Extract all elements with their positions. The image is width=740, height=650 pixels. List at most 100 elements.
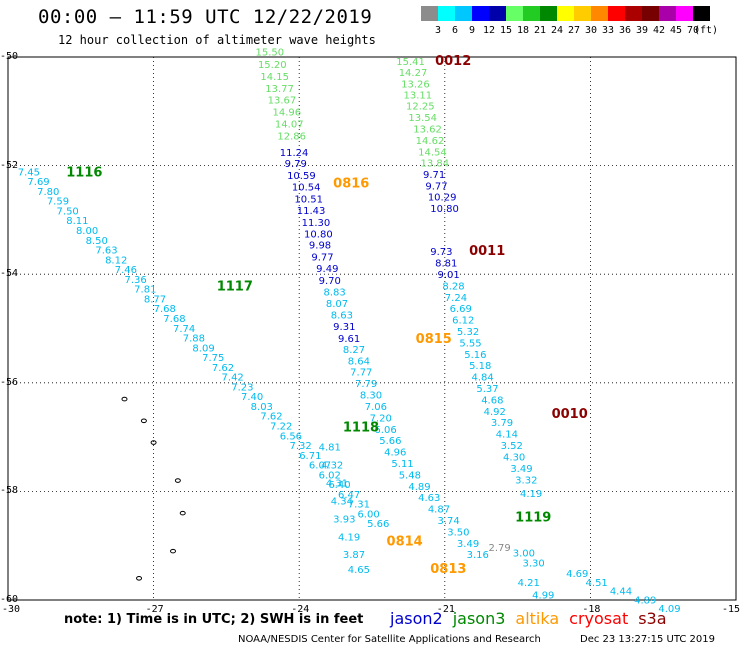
swh-value: 4.51 <box>586 578 608 589</box>
satellite-passes: 15.4114.2713.2613.1112.2513.5413.6214.62… <box>18 47 681 615</box>
swh-value: 13.54 <box>408 113 437 124</box>
pass-0816: 15.50 15.2014.1513.7713.6714.9614.0712.86… <box>256 47 370 345</box>
swh-value: 7.59 <box>47 197 69 208</box>
credit-line: NOAA/NESDIS Center for Satellite Applica… <box>238 634 541 645</box>
lon-tick-label: -18 <box>582 604 601 615</box>
graticule <box>8 57 736 600</box>
swh-value: 7.68 <box>163 314 185 325</box>
swh-value: 3.87 <box>343 550 365 561</box>
swh-value: 10.80 <box>430 204 459 215</box>
swh-value: 7.46 <box>115 265 137 276</box>
swh-value: 3.74 <box>438 516 460 527</box>
swh-value: 15.50 <box>256 47 285 58</box>
swh-value: 4.92 <box>484 407 506 418</box>
swh-value: 4.84 <box>471 373 493 384</box>
swh-value: 13.77 <box>265 84 294 95</box>
swh-value: 5.48 <box>399 470 421 481</box>
swh-value: 8.83 <box>323 287 345 298</box>
colorbar-cell <box>557 6 574 21</box>
swh-value: 3.16 <box>467 550 489 561</box>
swh-value: 4.65 <box>348 565 370 576</box>
swh-value: 4.32 <box>321 461 343 472</box>
swh-value: 9.01 <box>438 270 460 281</box>
colorbar-label: 18 <box>516 25 530 36</box>
colorbar-cell <box>506 6 523 21</box>
swh-value: 9.70 <box>319 276 341 287</box>
swh-value: 14.96 <box>273 108 302 119</box>
swh-value: 12.86 <box>277 132 306 143</box>
swh-value: 9.71 <box>423 170 445 181</box>
colorbar-label: 21 <box>533 25 547 36</box>
swh-value: 6.69 <box>450 304 472 315</box>
swh-value: 5.55 <box>459 338 481 349</box>
swh-value: 10.29 <box>428 192 457 203</box>
island <box>179 510 186 516</box>
swh-value: 10.59 <box>287 171 316 182</box>
swh-value: 3.52 <box>501 441 523 452</box>
swh-value: 11.30 <box>302 218 331 229</box>
lat-tick-label: -58 <box>0 485 19 497</box>
swh-value: 7.88 <box>183 334 205 345</box>
island <box>136 575 143 581</box>
swh-value: 7.22 <box>270 421 292 432</box>
swh-value: 9.79 <box>285 159 307 170</box>
swh-value: 7.63 <box>95 246 117 257</box>
colorbar-cell <box>659 6 676 21</box>
swh-value: 3.32 <box>515 475 537 486</box>
swh-value: 4.81 <box>319 443 341 454</box>
island <box>174 478 181 483</box>
swh-value: 8.09 <box>192 343 214 354</box>
swh-value: 8.30 <box>360 391 382 402</box>
swh-value: 3.00 <box>513 549 535 560</box>
swh-value: 3.79 <box>491 418 513 429</box>
swh-value: 7.50 <box>57 206 79 217</box>
swh-value: 4.19 <box>520 489 542 500</box>
colorbar-label: 15 <box>499 25 513 36</box>
swh-value: 7.20 <box>370 413 392 424</box>
swh-value: 7.31 <box>348 500 370 511</box>
pass-label: 1117 <box>217 279 253 294</box>
swh-value: 9.98 <box>309 241 331 252</box>
colorbar-cell <box>489 6 506 21</box>
colorbar-label: 12 <box>482 25 496 36</box>
map-frame <box>7 56 737 601</box>
swh-value: 4.30 <box>503 452 525 463</box>
swh-value: 14.62 <box>416 136 445 147</box>
colorbar-cell <box>438 6 455 21</box>
colorbar-cell <box>642 6 659 21</box>
colorbar-cell <box>591 6 608 21</box>
swh-value: 7.06 <box>365 402 387 413</box>
colorbar-unit: (ft) <box>694 25 719 36</box>
swh-value: 7.81 <box>134 285 156 296</box>
colorbar-label: 42 <box>652 25 666 36</box>
swh-value: 5.16 <box>464 350 486 361</box>
swh-value: 11.43 <box>297 206 326 217</box>
swh-value: 5.66 <box>379 436 401 447</box>
swh-value: 15.41 <box>396 57 425 68</box>
swh-value: 7.40 <box>241 392 263 403</box>
pass-0010: 0010 <box>552 407 588 422</box>
swh-value: 8.50 <box>86 236 108 247</box>
swh-value: 7.74 <box>173 324 195 335</box>
lon-tick-label: -27 <box>145 604 164 615</box>
colorbar-cell <box>472 6 489 21</box>
colorbar-cell <box>625 6 642 21</box>
swh-value: 4.96 <box>384 448 406 459</box>
swh-value: 8.11 <box>66 216 88 227</box>
swh-value: 11.24 <box>280 148 309 159</box>
island <box>121 396 128 402</box>
lat-tick-label: -60 <box>0 594 19 605</box>
swh-value: 7.62 <box>212 363 234 374</box>
swh-value: 3.50 <box>447 527 469 538</box>
swh-value: 6.47 <box>338 490 360 501</box>
pass-label: 0813 <box>430 562 466 577</box>
colorbar-label: 3 <box>434 25 442 36</box>
pass-label: 0816 <box>333 176 369 191</box>
island <box>170 548 177 554</box>
colorbar-label: 24 <box>550 25 564 36</box>
swh-value: 8.00 <box>76 226 98 237</box>
swh-value: 6.07 <box>309 461 331 472</box>
page-title: 00:00 – 11:59 UTC 12/22/2019 <box>38 6 373 28</box>
swh-value: 2.79 <box>488 543 510 554</box>
swh-value: 9.77 <box>425 181 447 192</box>
